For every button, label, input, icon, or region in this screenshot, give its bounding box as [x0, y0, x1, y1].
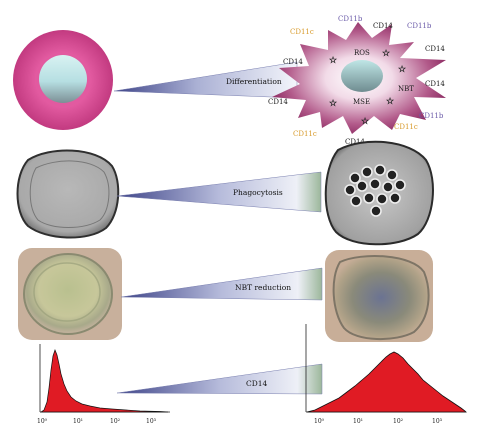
particle: [370, 205, 382, 217]
marker-label: CD11c: [293, 130, 317, 138]
tick-label: 10¹: [73, 418, 83, 425]
nbt-cell-before: [23, 253, 113, 335]
granule-star-icon: ☆: [361, 117, 369, 127]
tick-label: 10³: [432, 418, 443, 425]
marker-label: CD14: [373, 22, 393, 30]
phagocytosis-wedge: [116, 171, 322, 213]
phagocytosis-cell-before: [16, 149, 120, 239]
particle: [394, 179, 406, 191]
particle: [374, 164, 386, 176]
particle: [376, 193, 388, 205]
marker-label: MSE: [353, 98, 370, 106]
cd14-wedge: [116, 363, 323, 395]
tick-label: 10²: [393, 418, 404, 425]
phagocytosis-cell-after: [324, 140, 434, 246]
tick-label: 10⁰: [37, 418, 48, 425]
particle: [382, 181, 394, 193]
tick-label: 10³: [146, 418, 157, 425]
marker-label: CD11c: [394, 123, 418, 131]
marker-label: ROS: [354, 49, 370, 57]
marker-label: CD14: [268, 98, 288, 106]
particle: [386, 169, 398, 181]
marker-label: CD11b: [338, 15, 363, 23]
nbt-wedge: [120, 267, 323, 301]
marker-label: CD14: [283, 58, 303, 66]
particle: [349, 172, 361, 184]
marker-label: CD14: [425, 80, 445, 88]
nbt-cell-inner-ring: [33, 262, 101, 322]
marker-label: NBT: [398, 85, 414, 93]
undifferentiated-cell-nucleus: [39, 55, 87, 103]
particle: [361, 166, 373, 178]
granule-star-icon: ☆: [382, 49, 390, 59]
tick-label: 10²: [110, 418, 121, 425]
granule-star-icon: ☆: [398, 65, 406, 75]
marker-label: CD11b: [419, 112, 444, 120]
marker-label: CD14: [425, 45, 445, 53]
particle: [369, 178, 381, 190]
marker-label: CD14: [345, 138, 365, 146]
row-cd14: 10⁰ 10¹ 10² 10³ CD14 10⁰ 10¹ 10² 10³: [37, 324, 467, 425]
row-phagocytosis: Phagocytosis: [16, 140, 434, 246]
tick-label: 10¹: [353, 418, 363, 425]
phagocytosis-label: Phagocytosis: [233, 188, 283, 197]
tick-label: 10⁰: [314, 418, 325, 425]
row-differentiation: Differentiation ☆ ☆ ☆ ☆ ☆ ☆ CD11b CD14 C…: [13, 15, 446, 146]
nbt-label: NBT reduction: [235, 283, 291, 292]
particle: [344, 184, 356, 196]
particle: [389, 192, 401, 204]
hist-right-ticks: 10⁰ 10¹ 10² 10³: [314, 418, 443, 425]
marker-label: CD11b: [407, 22, 432, 30]
ingested-particles: [344, 164, 406, 217]
particle: [356, 180, 368, 192]
hist-right-histogram: [306, 351, 467, 413]
granule-star-icon: ☆: [329, 56, 337, 66]
particle: [363, 192, 375, 204]
particle: [350, 195, 362, 207]
nbt-cell-after: [332, 255, 430, 341]
hist-left-histogram: [39, 348, 169, 413]
differentiation-label: Differentiation: [226, 77, 282, 86]
surface-markers: CD11b CD14 CD11b CD11c CD14 ROS CD14 NBT…: [268, 15, 445, 146]
cell-membrane-detail: [29, 160, 110, 228]
marker-label: CD11c: [290, 28, 314, 36]
row-nbt-reduction: NBT reduction: [18, 248, 433, 342]
hist-left-ticks: 10⁰ 10¹ 10² 10³: [37, 418, 157, 425]
cd14-label: CD14: [246, 379, 268, 388]
granule-stars: ☆ ☆ ☆ ☆ ☆ ☆: [329, 49, 406, 127]
differentiated-cell-nucleus: [341, 60, 383, 92]
granule-star-icon: ☆: [386, 97, 394, 107]
granule-star-icon: ☆: [329, 99, 337, 109]
